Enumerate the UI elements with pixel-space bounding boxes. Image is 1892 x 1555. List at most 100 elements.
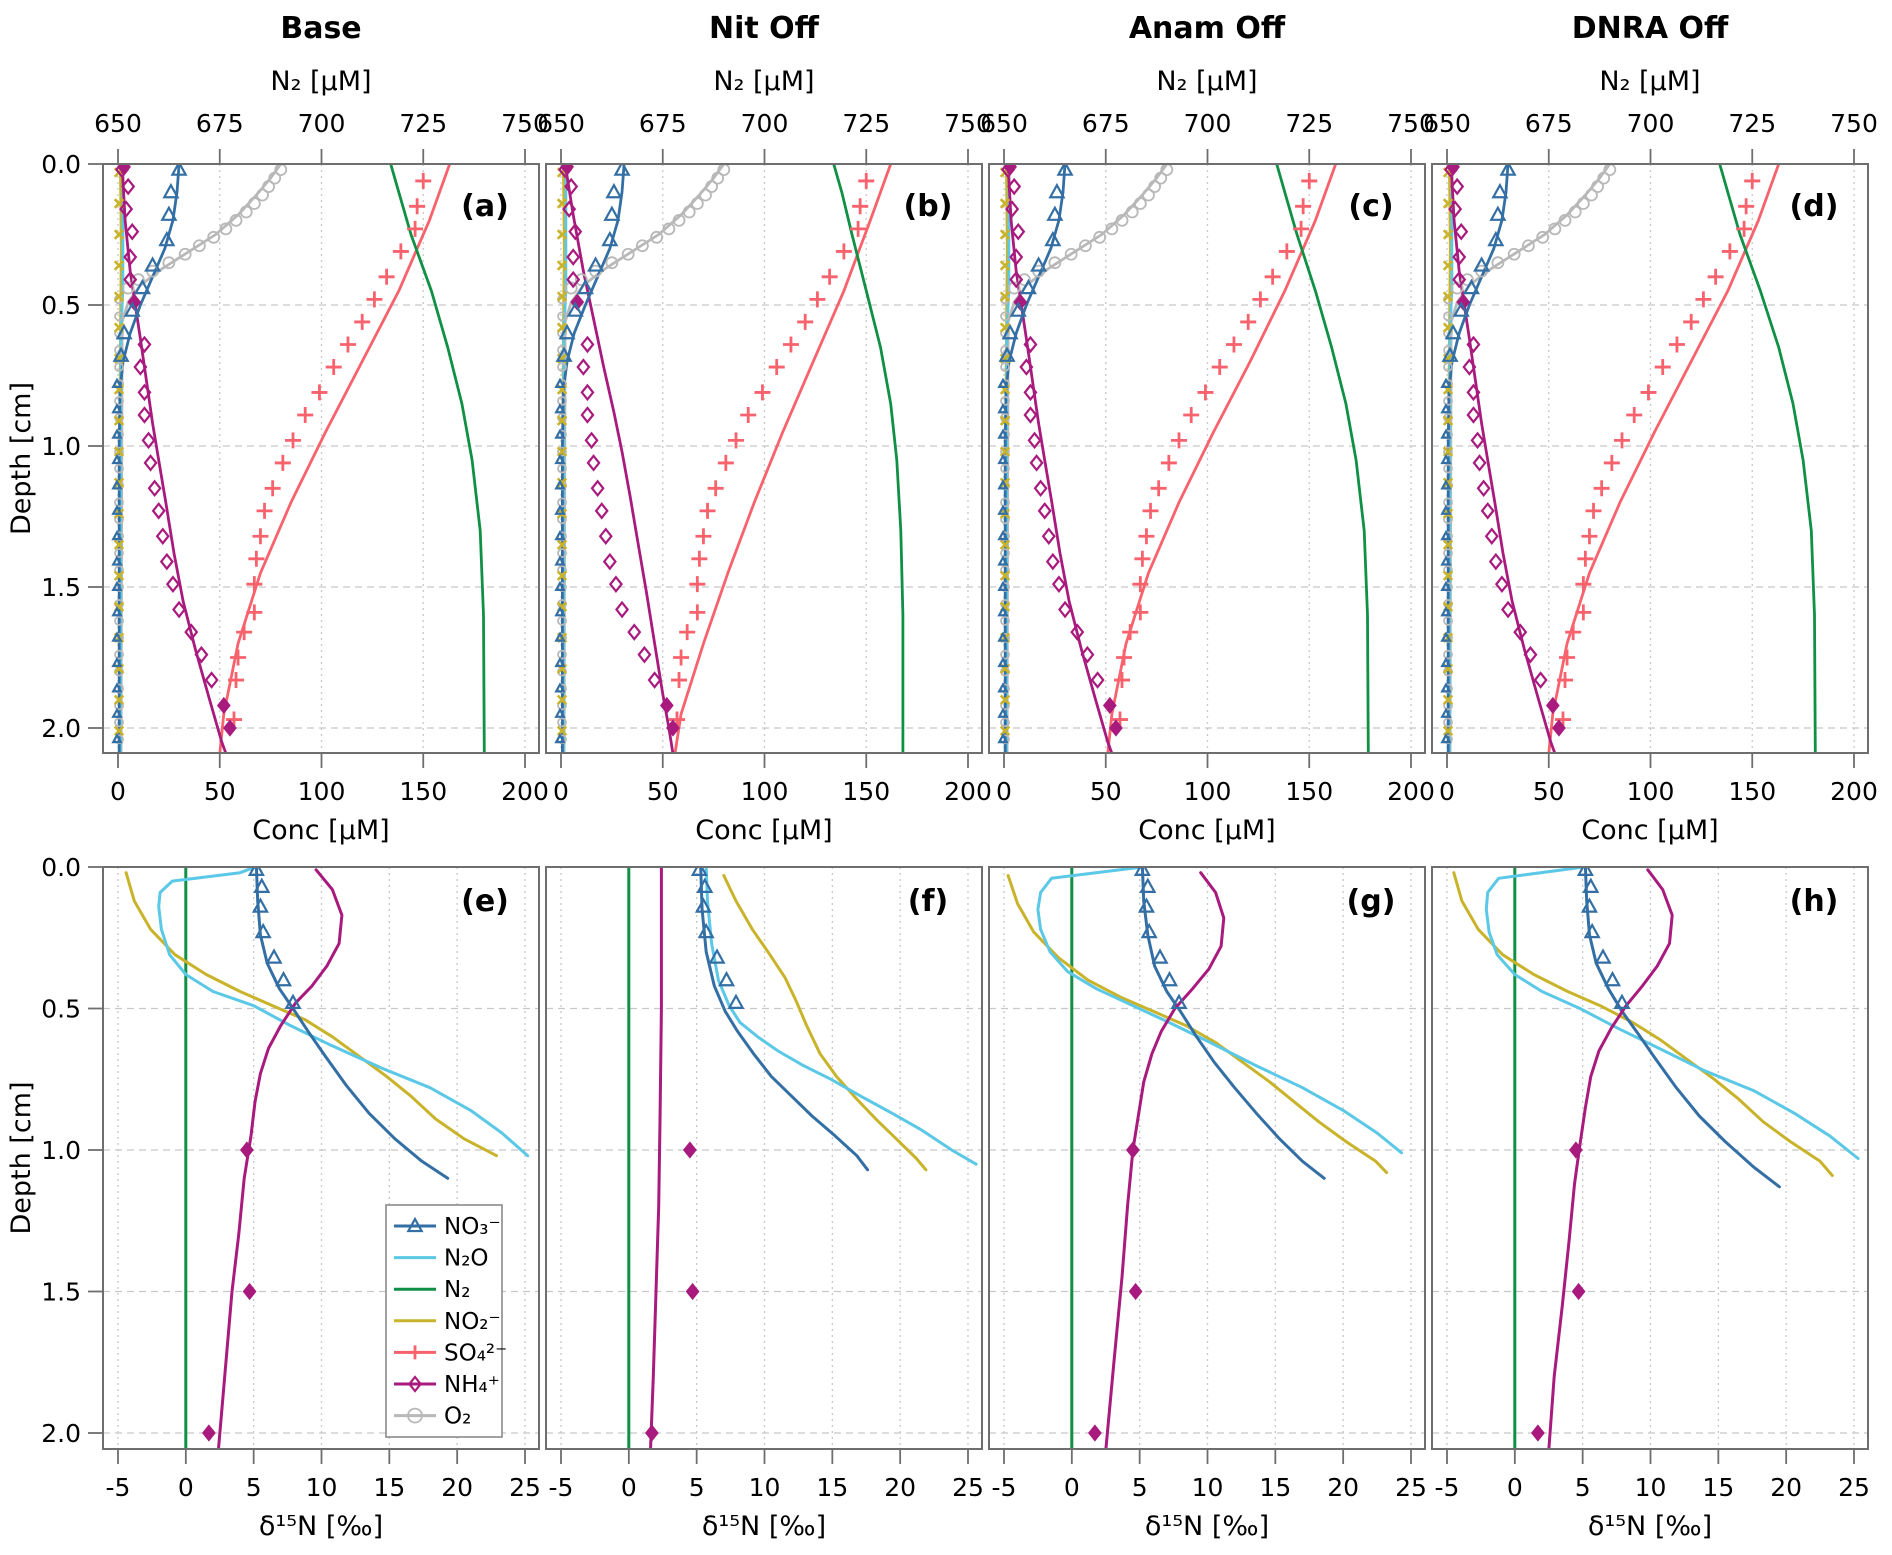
panel-e-markers <box>202 867 302 1442</box>
panel-label-a: (a) <box>461 189 509 224</box>
panel-a-no3-points <box>112 164 188 362</box>
panel-a-n2-ticks <box>117 149 526 164</box>
panel-g-markers <box>1088 867 1188 1442</box>
panel-b-o2-line <box>562 164 726 753</box>
legend-entry-no3: NO₃⁻ <box>394 1214 501 1240</box>
panel-e-x-tick-label: 5 <box>246 1473 262 1502</box>
panel-b-grid <box>546 163 982 753</box>
panel-c-series <box>1003 164 1370 753</box>
panel-f-no3-line <box>699 867 870 1172</box>
panel-f-x-tick-label: 15 <box>816 1473 848 1502</box>
panel-b-x-axis-title: Conc [μM] <box>695 815 832 846</box>
panel-c-n2-tick-label: 650 <box>980 109 1028 138</box>
panel-b-no3-line <box>561 164 626 753</box>
panel-h-x-ticks <box>1446 1449 1855 1464</box>
panel-c-so4-points <box>1111 172 1318 728</box>
legend-entry-nh4: NH₄⁺ <box>394 1372 500 1398</box>
panel-c-o2-points <box>1007 164 1174 295</box>
legend-entry-o2: O₂ <box>394 1404 471 1430</box>
panel-d-nh4-points <box>1444 164 1548 689</box>
legend-entry-n2o: N₂O <box>394 1246 489 1272</box>
panel-b-o2-points <box>564 164 731 295</box>
legend-label-n2: N₂ <box>444 1277 470 1303</box>
panel-c-nh4-points <box>1003 164 1123 737</box>
panel-g-nh4-line <box>1104 871 1226 1449</box>
panel-c-n2-line <box>1275 164 1370 753</box>
panel-d-no3-points <box>1440 377 1452 744</box>
legend-label-so4: SO₄²⁻ <box>444 1340 507 1366</box>
panel-label-f: (f) <box>908 884 948 919</box>
panel-d-x-tick-label: 200 <box>1830 777 1878 806</box>
panel-c-no3-points <box>997 377 1009 744</box>
panel-h-x-tick-label: 0 <box>1507 1473 1523 1502</box>
panel-e-series <box>124 867 530 1449</box>
panel-g-no3-line <box>1140 867 1326 1180</box>
panel-e-x-ticks <box>117 1449 526 1464</box>
panel-c: 0 50 100 150 200 Conc [μM] 650 675 700 725 750 N₂ [… <box>980 11 1435 846</box>
panel-c-n2-tick-label: 725 <box>1285 109 1333 138</box>
panel-b-n2-tick-label: 750 <box>944 109 992 138</box>
panel-title-c: Anam Off <box>1129 11 1286 46</box>
panel-a-grid <box>103 163 539 753</box>
panel-b-n2-tick-label: 650 <box>537 109 585 138</box>
panel-h-no2-line <box>1452 871 1834 1177</box>
panel-f: -5 0 5 10 15 20 25 δ¹⁵N [‰] (f) <box>545 866 984 1542</box>
panel-c-nh4-points <box>1001 164 1105 689</box>
panel-e-x-tick-label: 10 <box>306 1473 338 1502</box>
panel-g-x-tick-label: 15 <box>1259 1473 1291 1502</box>
panel-a-depth-tick-label: 0.5 <box>41 291 81 320</box>
panel-a-n2-tick-label: 650 <box>94 109 142 138</box>
panel-c-x-tick-label: 150 <box>1285 777 1333 806</box>
panel-c-x-tick-label: 200 <box>1387 777 1435 806</box>
panel-d-n2-axis-title: N₂ [μM] <box>1599 66 1700 97</box>
panel-c-x-tick-label: 50 <box>1090 777 1122 806</box>
panel-d-x-tick-label: 100 <box>1627 777 1675 806</box>
panel-a-so4-points <box>225 172 432 728</box>
panel-d-n2-line <box>1718 164 1817 753</box>
panel-h-x-tick-label: 10 <box>1635 1473 1667 1502</box>
panel-f-x-tick-label: 25 <box>952 1473 984 1502</box>
panel-a-x-tick-label: 150 <box>399 777 447 806</box>
panel-e: -5 0 5 10 15 20 25 δ¹⁵N [‰] 0.0 0.5 1.0 1.5 2.0 Depth… <box>6 853 541 1542</box>
panel-b-n2-tick-label: 700 <box>741 109 789 138</box>
panel-c-x-tick-label: 0 <box>996 777 1012 806</box>
panel-d-n2-tick-label: 675 <box>1525 109 1573 138</box>
panel-c-so4-line <box>1106 164 1338 753</box>
panel-e-depth-axis-title: Depth [cm] <box>6 1081 37 1234</box>
panel-e-x-tick-label: 0 <box>178 1473 194 1502</box>
panel-d-no3-points <box>1441 164 1517 362</box>
panel-g-n2o-line <box>1036 867 1403 1155</box>
panel-b-n2-line <box>832 164 905 753</box>
panel-b-n2-axis-title: N₂ [μM] <box>713 66 814 97</box>
panel-d-so4-line <box>1547 164 1781 753</box>
panel-h-nh4-line <box>1547 868 1674 1449</box>
panel-label-e: (e) <box>461 884 509 919</box>
panel-b-x-tick-label: 0 <box>553 777 569 806</box>
panel-f-x-ticks <box>560 1449 969 1464</box>
panel-g-series <box>1006 867 1403 1449</box>
panel-c-n2-tick-label: 700 <box>1184 109 1232 138</box>
panel-c-n2-ticks <box>1003 149 1412 164</box>
panel-e-n2o-line <box>157 867 530 1158</box>
panel-a-markers <box>111 164 432 745</box>
panel-d: 0 50 100 150 200 Conc [μM] 650 675 700 725 750 N₂ [… <box>1423 11 1878 846</box>
panel-e-no2-line <box>124 871 498 1158</box>
panel-d-n2-tick-label: 650 <box>1423 109 1471 138</box>
panel-a-series <box>117 164 486 753</box>
panel-b-so4-points <box>668 172 875 728</box>
panel-b-x-tick-label: 150 <box>842 777 890 806</box>
panel-b-x-tick-label: 200 <box>944 777 992 806</box>
panel-d-x-tick-label: 150 <box>1728 777 1776 806</box>
panel-g-x-axis-title: δ¹⁵N [‰] <box>1145 1511 1269 1542</box>
panel-h-x-tick-label: 5 <box>1575 1473 1591 1502</box>
panel-b-nh4-points <box>558 164 662 689</box>
panel-a-n2-line <box>389 164 486 753</box>
panel-h-x-tick-label: 20 <box>1770 1473 1802 1502</box>
panel-f-no3-points <box>690 867 745 1009</box>
panel-b-nh4-line <box>563 164 675 753</box>
panel-g-x-tick-label: 0 <box>1064 1473 1080 1502</box>
panel-a-x-tick-label: 0 <box>110 777 126 806</box>
panel-g-x-ticks <box>1003 1449 1412 1464</box>
panel-a-n2-tick-label: 725 <box>399 109 447 138</box>
